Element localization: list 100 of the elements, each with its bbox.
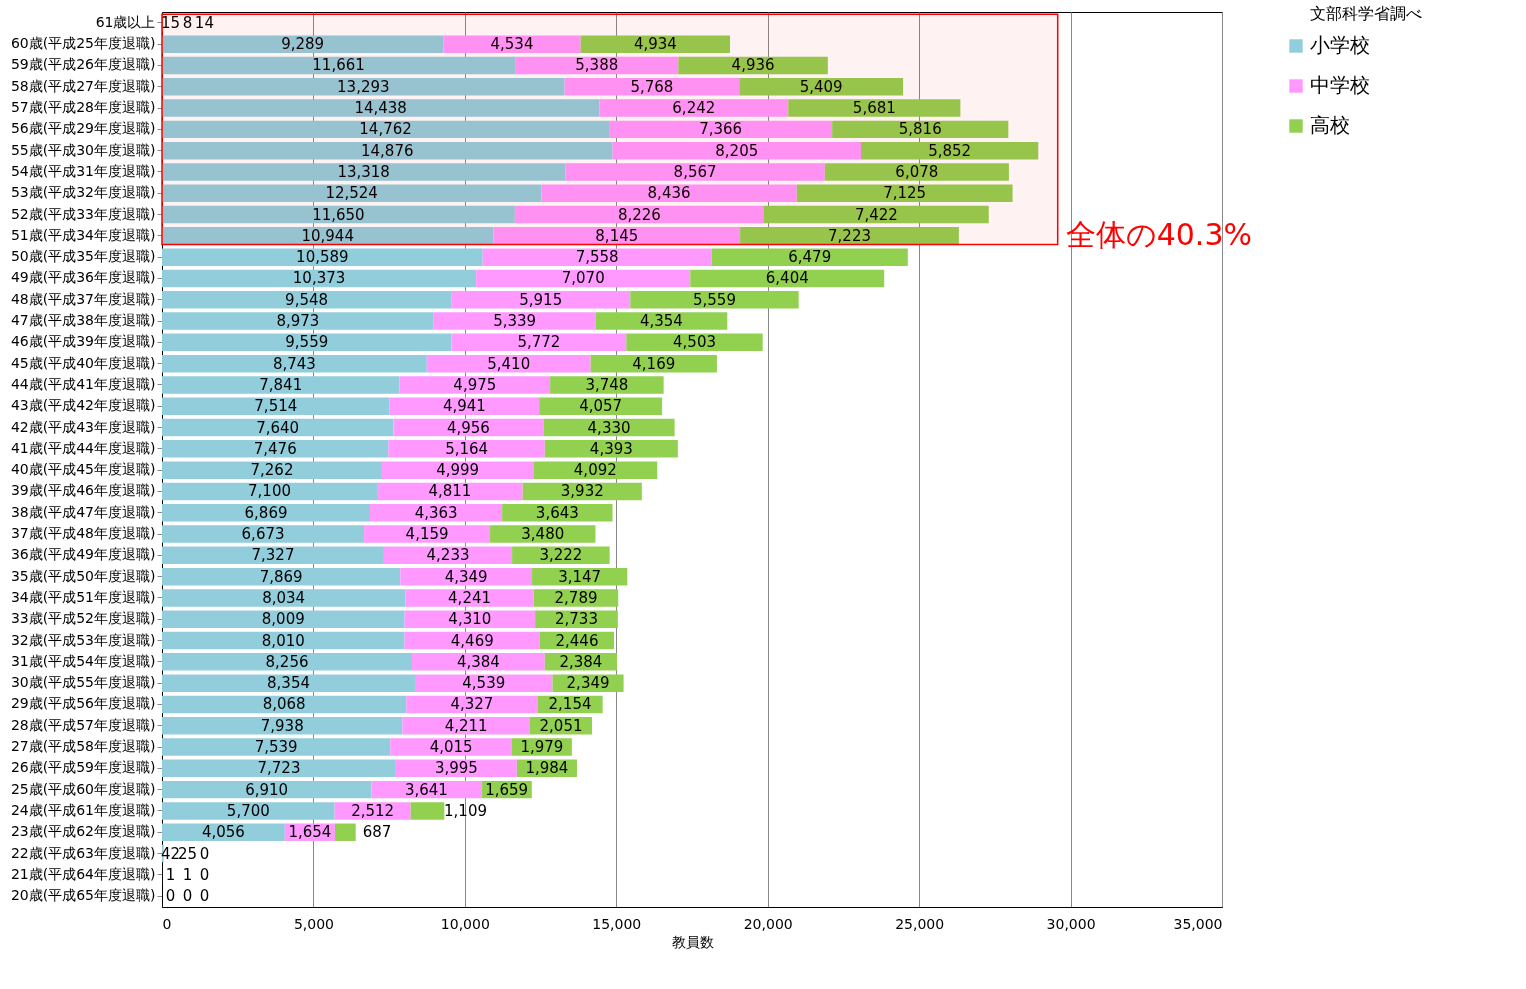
data-label: 4,999 [436,461,480,480]
data-label: 13,318 [337,162,390,181]
data-label: 3,480 [521,525,565,544]
y-tick-label: 52歳(平成33年度退職) [10,205,156,222]
data-label: 4,310 [448,610,492,629]
data-label: 7,514 [254,397,298,416]
data-label: 2,384 [559,652,603,671]
data-label: 5,772 [517,333,561,352]
data-label: 1,109 [444,801,487,820]
data-label: 1 [182,865,193,884]
data-label: 7,539 [254,738,298,757]
data-label: 7,640 [256,418,300,437]
y-tick-label: 43歳(平成42年度退職) [10,397,156,414]
data-label: 1,654 [288,823,332,842]
y-tick-label: 60歳(平成25年度退職) [10,35,156,52]
data-label: 6,404 [765,269,809,288]
data-label: 7,366 [699,120,743,139]
data-label: 2,446 [555,631,599,650]
data-label: 8,010 [261,631,305,650]
data-label: 4,233 [426,546,470,565]
y-tick-label: 37歳(平成48年度退職) [10,525,156,542]
data-label: 0 [182,887,193,906]
y-tick-label: 32歳(平成53年度退職) [10,631,156,648]
data-label: 4,349 [444,567,488,586]
data-label: 5,410 [487,354,531,373]
y-tick-label: 23歳(平成62年度退職) [10,823,156,840]
data-label: 6,242 [672,99,716,118]
data-label: 1,659 [485,780,529,799]
data-label: 10,944 [301,226,354,245]
data-label: 7,070 [561,269,605,288]
y-tick-label: 24歳(平成61年度退職) [10,801,156,818]
data-label: 5,915 [519,290,563,309]
y-tick-label: 58歳(平成27年度退職) [10,77,156,94]
data-label: 1 [165,865,176,884]
data-label: 5,339 [493,312,537,331]
data-label: 12,524 [325,184,378,203]
data-label: 5,700 [226,801,270,820]
data-label: 4,354 [639,312,683,331]
data-label: 8,567 [673,162,717,181]
y-tick-label: 41歳(平成44年度退職) [10,439,156,456]
data-label: 3,643 [535,503,579,522]
data-label: 3,641 [404,780,448,799]
data-label: 2,154 [548,695,592,714]
y-tick-label: 38歳(平成47年度退職) [10,503,156,520]
data-label: 7,327 [251,546,295,565]
data-label: 4,934 [633,35,677,54]
data-label: 2,733 [555,610,598,629]
y-tick-label: 50歳(平成35年度退職) [10,248,156,265]
data-label: 6,869 [244,503,288,522]
y-tick-label: 31歳(平成54年度退職) [10,652,156,669]
legend-label: 中学校 [1310,73,1370,97]
data-label: 5,681 [852,99,896,118]
data-label: 0 [199,887,210,906]
x-tick-label: 5,000 [293,915,334,932]
data-label: 11,650 [312,205,365,224]
data-label: 5,164 [445,439,489,458]
x-tick-label: 35,000 [1173,915,1223,932]
data-label: 7,422 [854,205,898,224]
data-label: 2,051 [539,716,583,735]
y-tick-label: 20歳(平成65年度退職) [10,887,156,904]
y-tick-label: 25歳(平成60年度退職) [10,780,156,797]
data-label: 8,009 [261,610,305,629]
data-label: 8,973 [276,312,320,331]
legend-label: 小学校 [1310,33,1370,57]
data-label: 7,125 [883,184,927,203]
data-label: 8,743 [272,354,316,373]
data-label: 4,211 [444,716,488,735]
data-label: 8,256 [265,652,309,671]
y-tick-label: 54歳(平成31年度退職) [10,162,156,179]
data-label: 4,241 [448,588,492,607]
data-label: 7,223 [828,226,871,245]
data-label: 4,469 [450,631,494,650]
data-label: 8,205 [715,141,759,160]
data-label: 4,169 [632,354,676,373]
band-label: 全体の40.3% [1065,216,1253,252]
data-label: 4,503 [673,333,716,352]
x-tick-label: 20,000 [743,915,793,932]
data-label: 2,349 [566,674,610,693]
data-label: 14,876 [361,141,414,160]
data-label: 4,330 [587,418,631,437]
y-tick-label: 39歳(平成46年度退職) [10,482,156,499]
data-label: 6,910 [245,780,289,799]
data-label: 5,409 [799,77,843,96]
x-tick-label: 15,000 [592,915,642,932]
data-label: 6,673 [241,525,285,544]
data-label: 6,078 [895,162,939,181]
data-label: 1,984 [525,759,569,778]
data-label: 2,512 [351,801,395,820]
data-label: 14,762 [359,120,412,139]
y-tick-label: 47歳(平成38年度退職) [10,312,156,329]
y-tick-label: 27歳(平成58年度退職) [10,738,156,755]
data-label: 8,436 [647,184,691,203]
data-label: 4,384 [456,652,500,671]
data-label: 5,852 [928,141,972,160]
data-label: 14,438 [354,99,407,118]
data-label: 7,723 [257,759,301,778]
x-tick-label: 0 [162,915,172,932]
y-tick-label: 48歳(平成37年度退職) [10,290,156,307]
data-label: 687 [362,823,392,842]
data-label: 6,479 [788,248,832,267]
